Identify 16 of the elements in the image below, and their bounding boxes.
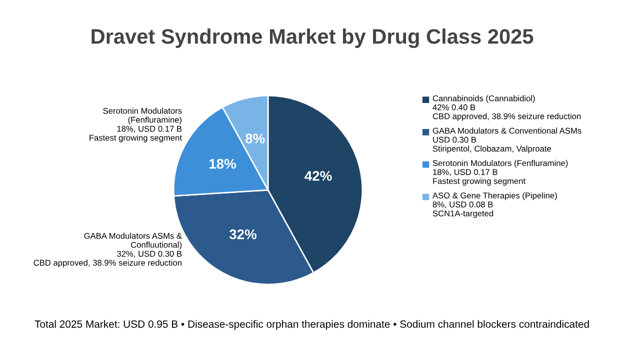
chart-title: Dravet Syndrome Market by Drug Class 2025 bbox=[92, 28, 534, 48]
text: 42% 0.40 B CBD approved, 38.9% seizure reduction bbox=[432, 104, 581, 121]
text: USD 0.30 B Stiripentol, Clobazam, Valproate bbox=[432, 136, 551, 154]
data-label: 8% bbox=[245, 134, 265, 144]
data-label: 32% bbox=[229, 229, 257, 240]
legend-label: Cannabinoids (Cannabidiol) bbox=[432, 95, 535, 103]
legend-label: Serotonin Modulators (Fenfluramine) bbox=[432, 160, 568, 168]
text: Serotonin Modulators (Fenfluramine) 18%, USD 0.17 B Fastest growing segment bbox=[90, 108, 182, 142]
text: Total 2025 Market: USD 0.95 B • Disease-specific orphan therapies dominate • Sodium channel blockers contraindicated bbox=[34, 320, 589, 330]
legend-label: GABA Modulators & Conventional ASMs bbox=[432, 128, 582, 134]
text: 18%, USD 0.17 B Fastest growing segment bbox=[433, 169, 526, 186]
legend-label: ASO & Gene Therapies (Pipeline) bbox=[432, 192, 557, 200]
data-label: 42% bbox=[304, 170, 332, 181]
data-label: 18% bbox=[209, 158, 236, 169]
text: GABA Modulators ASMs & Confluutional) 32%, USD 0.30 B CBD approved, 38.9% seizure reduction bbox=[34, 232, 182, 268]
text: 8%, USD 0.08 B SCN1A-targeted bbox=[432, 202, 494, 218]
